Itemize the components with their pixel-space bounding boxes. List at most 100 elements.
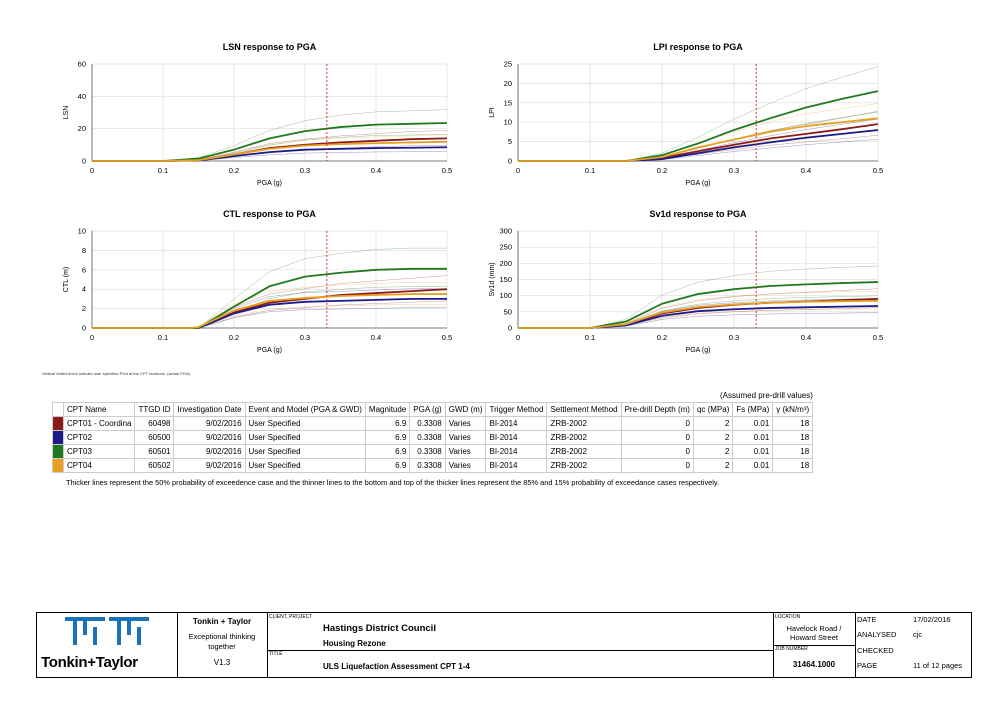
analysed-value: cjc <box>913 630 923 639</box>
table-row: CPT03 60501 9/02/2016 User Specified 6.9 0.33… <box>52 444 814 459</box>
x-tick-label: 0 <box>90 166 94 175</box>
x-tick-label: 0.1 <box>585 333 595 342</box>
version: V1.3 <box>213 658 231 667</box>
x-tick-label: 0.5 <box>873 166 883 175</box>
y-tick-label: 10 <box>504 118 512 127</box>
client-name: Hastings District Council <box>323 623 436 634</box>
date-label: DATE <box>857 615 877 624</box>
job-number: 31464.1000 <box>792 660 836 669</box>
vline-note: Vertical dotted line/s indicate user spe… <box>42 371 191 376</box>
logo-cell: Tonkin+Taylor <box>37 613 178 677</box>
x-tick-label: 0.2 <box>657 166 667 175</box>
y-tick-label: 25 <box>504 60 512 69</box>
series-swatch <box>52 430 64 445</box>
table-cell: 9/02/2016 <box>173 430 246 445</box>
y-tick-label: 8 <box>82 246 86 255</box>
bound-line <box>92 275 448 329</box>
table-cell: BI-2014 <box>485 430 548 445</box>
y-tick-label: 20 <box>78 124 86 133</box>
table-cell: 2 <box>692 444 734 459</box>
series-line <box>92 267 447 329</box>
table-cell: User Specified <box>244 430 366 445</box>
x-tick-label: 0.5 <box>873 333 883 342</box>
table-cell: BI-2014 <box>485 458 548 473</box>
table-cell: 0.01 <box>732 458 774 473</box>
x-tick-label: 0.3 <box>729 166 739 175</box>
info-cell: DATE 17/02/2016 ANALYSED cjc CHECKED PAG… <box>855 613 971 677</box>
x-tick-label: 0.5 <box>442 166 452 175</box>
table-cell: 60498 <box>134 416 175 431</box>
y-tick-label: 40 <box>78 92 86 101</box>
table-cell: 9/02/2016 <box>173 444 246 459</box>
table-cell: 18 <box>772 430 814 445</box>
company-name: Tonkin + Taylor <box>192 617 252 626</box>
table-cell: User Specified <box>244 458 366 473</box>
location-label: LOCATION <box>775 614 801 620</box>
col-header: Magnitude <box>364 402 411 417</box>
table-row: CPT02 60500 9/02/2016 User Specified 6.9 0.33… <box>52 430 814 445</box>
y-tick-label: 60 <box>78 60 86 69</box>
series-line <box>92 140 448 162</box>
table-cell: Varies <box>444 430 487 445</box>
y-tick-label: 0 <box>508 324 512 333</box>
x-axis-label: PGA (g) <box>686 180 711 187</box>
y-tick-label: 50 <box>504 307 512 316</box>
drawing-title: ULS Liquefaction Assessment CPT 1-4 <box>323 662 470 671</box>
table-cell: 0.01 <box>732 416 774 431</box>
bound-line <box>518 118 879 162</box>
table-cell: 0 <box>620 444 694 459</box>
table-cell: CPT03 <box>62 444 136 459</box>
x-tick-label: 0.3 <box>729 333 739 342</box>
table-cell: 9/02/2016 <box>173 416 246 431</box>
table-cell: 18 <box>772 458 814 473</box>
date-value: 17/02/2016 <box>913 615 951 624</box>
x-tick-label: 0 <box>90 333 94 342</box>
checked-label: CHECKED <box>857 646 894 655</box>
y-tick-label: 10 <box>78 227 86 236</box>
table-cell: 9/02/2016 <box>173 458 246 473</box>
project-name: Housing Rezone <box>323 639 386 648</box>
y-tick-label: 0 <box>508 157 512 166</box>
location-cell: LOCATION Havelock Road / Howard Street J… <box>773 613 856 677</box>
x-tick-label: 0.4 <box>801 166 811 175</box>
job-label: JOB NUMBER <box>775 646 808 652</box>
x-tick-label: 0.1 <box>158 333 168 342</box>
col-header: Fs (MPa) <box>732 402 774 417</box>
series-line <box>518 129 879 162</box>
table-cell: CPT01 - Coordina <box>62 416 136 431</box>
bound-line <box>518 265 879 329</box>
table-cell: 60500 <box>134 430 175 445</box>
x-axis-label: PGA (g) <box>686 347 711 354</box>
bound-line <box>92 247 447 329</box>
col-header: Event and Model (PGA & GWD) <box>244 402 366 417</box>
chart-title: CTL response to PGA <box>223 209 316 219</box>
x-tick-label: 0.1 <box>585 166 595 175</box>
y-tick-label: 2 <box>82 304 86 313</box>
chart-2: CTL response to PGA 0 2 4 6 8 10 0 0.1 0.2 0.3 0.4 0… <box>63 209 452 354</box>
x-tick-label: 0.3 <box>300 333 310 342</box>
page-value: 11 of 12 pages <box>913 661 963 670</box>
x-tick-label: 0.3 <box>300 166 310 175</box>
col-header: γ (kN/m³) <box>772 402 814 417</box>
series-line <box>518 299 879 329</box>
y-tick-label: 4 <box>82 285 86 294</box>
x-tick-label: 0.2 <box>229 166 239 175</box>
table-cell: BI-2014 <box>485 444 548 459</box>
table-cell: ZRB-2002 <box>546 416 622 431</box>
col-header: CPT Name <box>62 402 136 417</box>
table-cell: Varies <box>444 458 487 473</box>
col-header: GWD (m) <box>444 402 487 417</box>
table-row: CPT01 - Coordina 60498 9/02/2016 User Speci… <box>52 416 814 431</box>
table-cell: 0.3308 <box>409 416 446 431</box>
x-tick-label: 0.2 <box>657 333 667 342</box>
y-tick-label: 250 <box>499 243 512 252</box>
title-block: Tonkin+Taylor Tonkin + Taylor Exceptiona… <box>36 612 972 678</box>
y-tick-label: 300 <box>499 227 512 236</box>
logo-text: Tonkin+Taylor <box>41 654 138 671</box>
x-tick-label: 0.4 <box>371 333 381 342</box>
y-tick-label: 150 <box>499 275 512 284</box>
y-tick-label: 100 <box>499 291 512 300</box>
divider <box>773 645 855 646</box>
table-cell: 6.9 <box>364 458 411 473</box>
x-axis-label: PGA (g) <box>257 180 282 187</box>
